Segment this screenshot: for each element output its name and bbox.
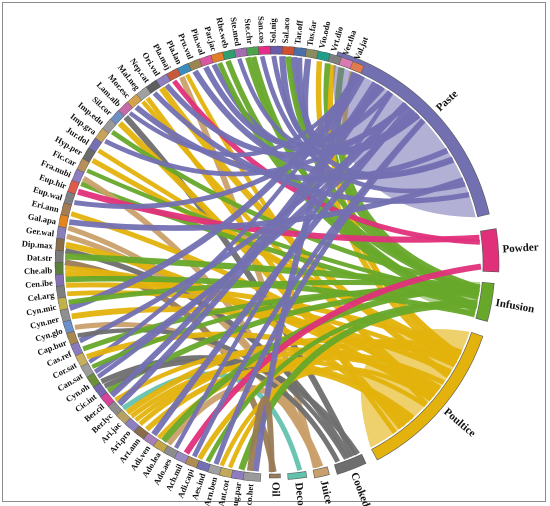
species-label-dip-max: Dip.max bbox=[22, 238, 54, 250]
species-label-dat-str: Dat.str bbox=[27, 252, 53, 263]
wedge-infusion bbox=[410, 281, 481, 318]
species-label-ger-wal: Ger.wal bbox=[25, 225, 55, 239]
species-label-gal-apa: Gal.apa bbox=[27, 211, 58, 226]
prep-label-oil: Oil bbox=[269, 482, 281, 497]
prep-label-infusion: Infusion bbox=[495, 297, 536, 316]
species-label-ajug-par: Ajug.par bbox=[228, 481, 243, 506]
prep-label-paste: Paste bbox=[434, 88, 461, 114]
ribbon-aco-het-paste bbox=[252, 71, 358, 472]
ribbon-cor-sat-paste bbox=[88, 73, 361, 364]
arc-powder bbox=[480, 228, 500, 273]
arc-infusion bbox=[475, 281, 495, 322]
species-tick-aco-het bbox=[242, 471, 262, 482]
ribbon-hyp-per-poultice bbox=[91, 158, 461, 359]
arc-oil bbox=[268, 473, 281, 479]
species-label-tar-off: Tar.off bbox=[292, 20, 305, 45]
ribbon-aco-het-oil bbox=[246, 396, 275, 473]
species-label-tus-far: Tus.far bbox=[304, 19, 318, 46]
wedge-poultice bbox=[360, 329, 470, 448]
species-label-ant-cot: Ant.cot bbox=[216, 479, 231, 506]
arc-poultice bbox=[371, 331, 484, 461]
prep-label-juice: Juice bbox=[318, 479, 335, 506]
ribbon-dip-max-cooked bbox=[64, 248, 352, 459]
ribbon-lam-alb-cooked bbox=[123, 115, 357, 458]
prep-label-powder: Powder bbox=[502, 241, 539, 255]
arc-decoction bbox=[287, 471, 308, 480]
arc-juice bbox=[312, 466, 330, 479]
prep-label-cooked: Cooked bbox=[348, 471, 372, 506]
species-label-san-cos: San.cos bbox=[256, 16, 267, 44]
species-label-che-alb: Che.alb bbox=[24, 265, 53, 276]
prep-label-decoction: Decoction bbox=[292, 482, 309, 506]
species-label-ste-chr: Ste.chr bbox=[243, 18, 256, 45]
label-layer: Paste Powder Infusion Poultice Cooked Juice De… bbox=[22, 16, 539, 506]
species-label-cel-arg: Cel.arg bbox=[27, 290, 56, 304]
species-label-sal-aco: Sal.aco bbox=[280, 17, 291, 43]
arc-layer bbox=[54, 45, 500, 482]
ribbon-layer bbox=[64, 55, 482, 473]
wedge-paste bbox=[333, 65, 476, 218]
species-label-aco-het: Aco.het bbox=[243, 483, 256, 506]
arc-cooked bbox=[334, 453, 367, 475]
species-label-cen-ibe: Cen.ibe bbox=[25, 277, 54, 289]
prep-label-poultice: Poultice bbox=[441, 406, 478, 440]
ribbon-cyn-mic-paste bbox=[68, 72, 361, 311]
species-label-sol-nig: Sol.nig bbox=[268, 17, 278, 43]
species-label-ste-med: Ste.med bbox=[229, 16, 244, 47]
